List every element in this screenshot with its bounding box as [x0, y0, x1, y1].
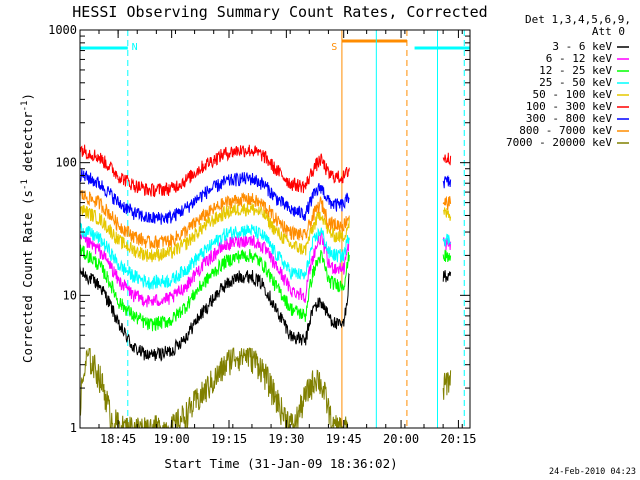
x-tick-label: 20:00 [383, 432, 419, 446]
series-line-7000-20000-kev [79, 347, 348, 429]
x-tick-label: 19:30 [268, 432, 304, 446]
series-line-300-800-kev-late [442, 174, 452, 189]
series-line-12-25-kev-late [442, 249, 452, 263]
series-line-3-6-kev-late [442, 270, 452, 283]
chart-title: HESSI Observing Summary Count Rates, Cor… [72, 3, 487, 21]
x-tick-label: 19:15 [211, 432, 247, 446]
y-axis-label-main: Corrected Count Rate (s [20, 190, 35, 363]
axes: 18:45 19:00 19:15 19:30 19:45 20:00 20:15 1 10 10… [48, 23, 476, 446]
series-line-100-300-kev-late [442, 152, 452, 166]
series-line-3-6-kev [79, 266, 350, 362]
legend-label-25-50-kev: 25 - 50 keV [539, 76, 612, 89]
legend-label-7000-20000-kev: 7000 - 20000 keV [506, 136, 612, 149]
legend-header-line-1: Det 1,3,4,5,6,9, [525, 13, 631, 26]
y-tick-label: 100 [55, 156, 77, 170]
series-line-800-7000-kev-late [442, 195, 452, 210]
y-axis-label-sup2: -1 [20, 101, 30, 112]
y-axis-label: Corrected Count Rate (s-1 detector-1) [20, 93, 35, 363]
generation-timestamp: 24-Feb-2010 04:23 [549, 467, 636, 477]
legend-label-100-300-kev: 100 - 300 keV [526, 100, 612, 113]
legend-label-3-6-kev: 3 - 6 keV [552, 40, 612, 53]
series-line-50-100-kev-late [443, 207, 452, 221]
series-line-300-800-kev [79, 168, 350, 225]
plot-frame [79, 29, 471, 429]
mode-annotation-s: S [331, 42, 337, 53]
y-tick-label: 1000 [48, 23, 77, 37]
legend-label-50-100-kev: 50 - 100 keV [533, 88, 613, 101]
y-axis-label-end: ) [20, 93, 35, 101]
x-tick-label: 20:15 [440, 432, 476, 446]
y-tick-label: 1 [70, 421, 77, 435]
x-tick-label: 19:00 [154, 432, 190, 446]
series-line-800-7000-kev [79, 190, 350, 250]
series-line-50-100-kev [79, 202, 350, 263]
series-line-6-12-kev [79, 229, 350, 308]
legend-label-6-12-kev: 6 - 12 keV [546, 52, 613, 65]
series-line-7000-20000-kev-late [442, 370, 452, 400]
x-tick-label: 19:45 [326, 432, 362, 446]
legend-label-800-7000-kev: 800 - 7000 keV [519, 124, 612, 137]
x-axis-label: Start Time (31-Jan-09 18:36:02) [164, 456, 397, 471]
y-axis-label-mid: detector [20, 111, 35, 179]
series-line-25-50-kev [79, 222, 350, 290]
x-tick-label: 18:45 [100, 432, 136, 446]
legend-header-line-2: Att 0 [592, 25, 625, 38]
mode-annotation-n: N [132, 42, 138, 53]
legend-label-300-800-kev: 300 - 800 keV [526, 112, 612, 125]
y-axis-label-sup1: -1 [20, 179, 30, 190]
legend-label-12-25-kev: 12 - 25 keV [539, 64, 612, 77]
series-line-25-50-kev-late [442, 233, 452, 248]
y-tick-label: 10 [63, 288, 77, 302]
series-line-100-300-kev [79, 144, 350, 198]
series-line-12-25-kev [79, 244, 350, 332]
